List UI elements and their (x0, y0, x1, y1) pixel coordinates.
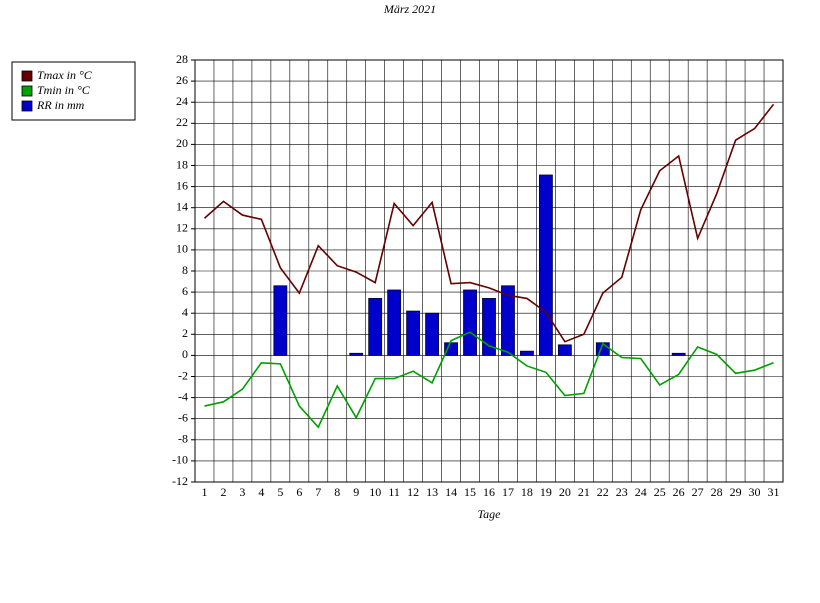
x-tick-label: 2 (220, 485, 226, 499)
plot-frame (194, 59, 784, 483)
bar (520, 350, 534, 356)
y-tick-label: 8 (182, 263, 188, 277)
x-tick-label: 13 (426, 485, 438, 499)
bar (273, 285, 288, 356)
x-tick-label: 16 (483, 485, 495, 499)
y-tick-label: 22 (176, 115, 188, 129)
bar (501, 285, 515, 356)
y-tick-label: 6 (182, 284, 188, 298)
x-tick-label: 1 (201, 485, 207, 499)
bar (557, 344, 572, 356)
bar (406, 310, 421, 356)
x-tick-label: 25 (654, 485, 666, 499)
x-tick-label: 18 (521, 485, 533, 499)
x-tick-label: 15 (464, 485, 476, 499)
x-tick-label: 10 (369, 485, 381, 499)
x-tick-label: 9 (353, 485, 359, 499)
bar (444, 342, 458, 356)
legend-label: Tmin in °C (37, 83, 91, 97)
y-tick-label: -12 (172, 474, 188, 488)
x-tick-label: 29 (730, 485, 742, 499)
bar (349, 352, 364, 356)
x-tick-label: 8 (334, 485, 340, 499)
y-tick-label: -10 (172, 453, 188, 467)
x-tick-label: 20 (559, 485, 571, 499)
x-tick-label: 28 (711, 485, 723, 499)
x-tick-label: 23 (616, 485, 628, 499)
x-tick-label: 4 (258, 485, 264, 499)
y-tick-label: 26 (176, 73, 188, 87)
bar (368, 298, 383, 356)
bar (539, 174, 553, 356)
legend-swatch (21, 85, 33, 97)
y-tick-label: 4 (182, 305, 188, 319)
legend-label: RR in mm (36, 98, 85, 112)
y-tick-label: 16 (176, 178, 188, 192)
x-tick-label: 31 (768, 485, 780, 499)
y-tick-label: -6 (178, 410, 188, 424)
x-tick-label: 22 (597, 485, 609, 499)
x-tick-label: 17 (502, 485, 514, 499)
y-tick-label: -2 (178, 368, 188, 382)
y-tick-label: 28 (176, 52, 188, 66)
y-tick-label: 0 (182, 347, 188, 361)
line (204, 331, 774, 429)
bar (387, 289, 402, 356)
bar (425, 312, 439, 356)
legend-label: Tmax in °C (37, 68, 93, 82)
bar (463, 289, 477, 356)
x-tick-label: 21 (578, 485, 590, 499)
y-tick-label: 24 (176, 94, 188, 108)
y-tick-label: 18 (176, 157, 188, 171)
x-axis-label: Tage (478, 507, 502, 521)
bar (671, 352, 686, 356)
x-tick-label: 24 (635, 485, 647, 499)
x-tick-label: 3 (239, 485, 245, 499)
x-tick-label: 6 (296, 485, 302, 499)
y-tick-label: 10 (176, 242, 188, 256)
x-tick-label: 27 (692, 485, 704, 499)
y-tick-label: 2 (182, 326, 188, 340)
y-tick-label: -8 (178, 432, 188, 446)
x-tick-label: 14 (445, 485, 457, 499)
chart-title: März 2021 (383, 2, 436, 16)
y-tick-label: 14 (176, 199, 188, 213)
y-tick-label: 20 (176, 136, 188, 150)
legend-swatch (21, 70, 33, 82)
x-tick-label: 11 (388, 485, 400, 499)
x-tick-label: 5 (277, 485, 283, 499)
x-tick-label: 19 (540, 485, 552, 499)
y-tick-label: 12 (176, 221, 188, 235)
x-tick-label: 7 (315, 485, 321, 499)
legend-box (11, 61, 136, 121)
legend-swatch (21, 100, 33, 112)
line (203, 103, 775, 343)
y-tick-label: -4 (178, 389, 188, 403)
x-tick-label: 30 (749, 485, 761, 499)
bar (482, 298, 496, 356)
x-tick-label: 26 (673, 485, 685, 499)
x-tick-label: 12 (407, 485, 419, 499)
